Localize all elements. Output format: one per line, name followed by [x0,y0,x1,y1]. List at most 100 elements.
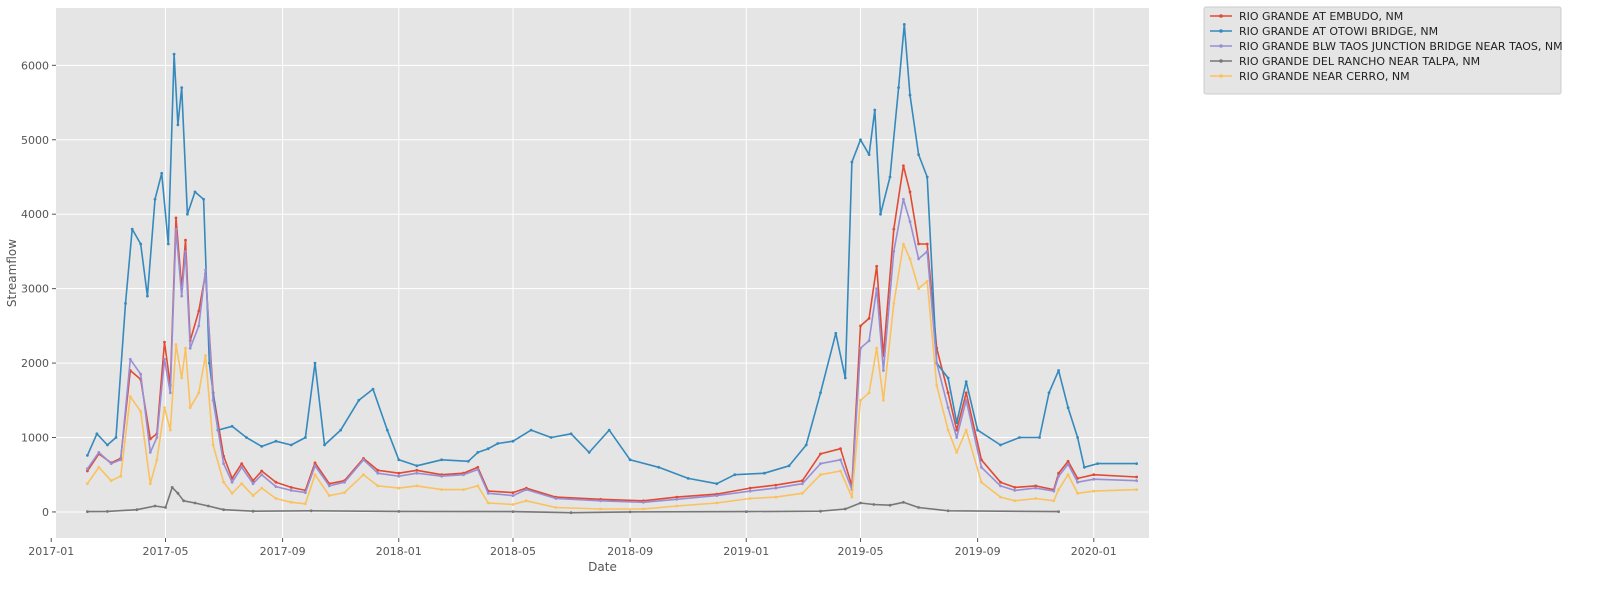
data-point [801,491,804,495]
data-point [313,361,317,365]
y-tick-label: 4000 [21,208,49,221]
data-point [964,380,968,384]
data-point [892,302,896,305]
data-point [554,506,558,509]
data-point [176,123,180,127]
series-line-4 [86,243,1137,510]
data-point [139,372,143,376]
data-point [240,462,244,465]
data-point [119,458,123,462]
data-point [462,488,465,491]
data-point [251,509,255,513]
data-point [128,395,132,398]
data-point [748,489,752,493]
data-point [902,197,905,201]
grid [50,8,1149,538]
data-point [304,502,307,506]
data-point [569,432,573,436]
data-point [313,461,317,465]
data-point [376,468,380,472]
series-group [86,23,1138,515]
data-point [1092,489,1096,493]
data-point [166,242,170,246]
data-point [188,346,192,350]
data-point [124,302,127,305]
data-point [274,497,278,500]
legend-entry: RIO GRANDE AT EMBUDO, NM [1239,10,1403,23]
x-tick-label: 2018-01 [376,545,422,558]
data-point [1135,475,1138,479]
data-point [362,473,365,477]
data-point [925,279,929,283]
data-point [925,250,929,253]
data-point [511,503,515,506]
y-tick-label: 0 [42,506,49,519]
data-point [327,484,331,488]
data-point [260,473,264,477]
data-point [819,452,822,456]
data-point [1034,484,1038,488]
data-point [1013,489,1017,492]
data-point [1076,477,1079,480]
data-point [289,489,293,492]
data-point [748,486,752,490]
data-point [524,499,528,503]
data-point [999,480,1002,484]
data-point [135,508,139,512]
data-point [204,268,207,272]
data-point [872,503,876,506]
data-point [440,488,443,491]
data-point [240,482,244,486]
data-point [109,479,113,483]
data-point [476,484,480,488]
data-point [774,495,778,499]
data-point [222,508,226,512]
data-point [763,471,766,475]
data-point [1135,462,1138,465]
data-point [1066,462,1070,466]
data-point [642,507,645,511]
data-point [184,238,187,242]
data-point [834,331,838,335]
data-point [211,398,215,402]
data-point [715,501,719,505]
data-point [260,469,264,473]
data-point [1057,474,1060,478]
data-point [946,376,950,380]
data-point [415,464,419,468]
data-point [114,436,118,439]
data-point [415,468,419,472]
x-tick-label: 2018-05 [490,545,536,558]
data-point [867,153,871,157]
data-point [902,164,905,168]
data-point [819,473,822,477]
data-point [819,391,822,395]
data-point [511,494,515,497]
data-point [180,294,184,298]
data-point [902,500,905,504]
data-point [174,343,178,346]
data-point [964,428,968,432]
data-point [211,443,215,447]
data-point [935,361,939,365]
data-point [188,406,192,410]
data-point [182,499,186,503]
data-point [859,398,862,402]
data-point [148,451,152,454]
data-point [397,510,401,513]
data-point [511,510,515,513]
data-point [415,471,419,475]
data-point [313,473,317,477]
data-point [274,480,278,484]
x-tick-label: 2019-01 [723,545,769,558]
data-point [186,212,189,216]
data-point [587,451,591,454]
data-point [164,506,167,509]
data-point [888,175,892,179]
data-point [955,436,959,439]
data-point [163,357,166,361]
data-point [733,473,737,477]
data-point [172,52,176,56]
data-point [908,257,912,261]
